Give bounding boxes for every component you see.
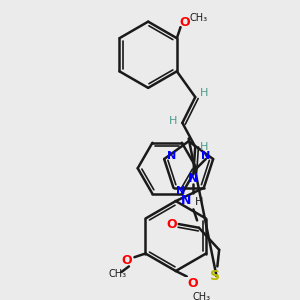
Text: N: N [188,172,199,184]
Text: S: S [211,268,220,283]
Text: H: H [200,88,208,98]
Text: O: O [166,218,177,231]
Text: O: O [122,254,132,267]
Text: O: O [187,278,198,290]
Text: CH₃: CH₃ [193,292,211,300]
Text: H: H [195,197,203,207]
Text: H: H [200,142,208,152]
Text: CH₃: CH₃ [109,269,127,279]
Text: CH₃: CH₃ [190,13,208,23]
Text: H: H [169,116,177,126]
Text: N: N [167,151,176,161]
Text: N: N [201,151,210,161]
Text: N: N [176,186,185,196]
Text: O: O [180,16,190,29]
Text: N: N [181,194,191,207]
